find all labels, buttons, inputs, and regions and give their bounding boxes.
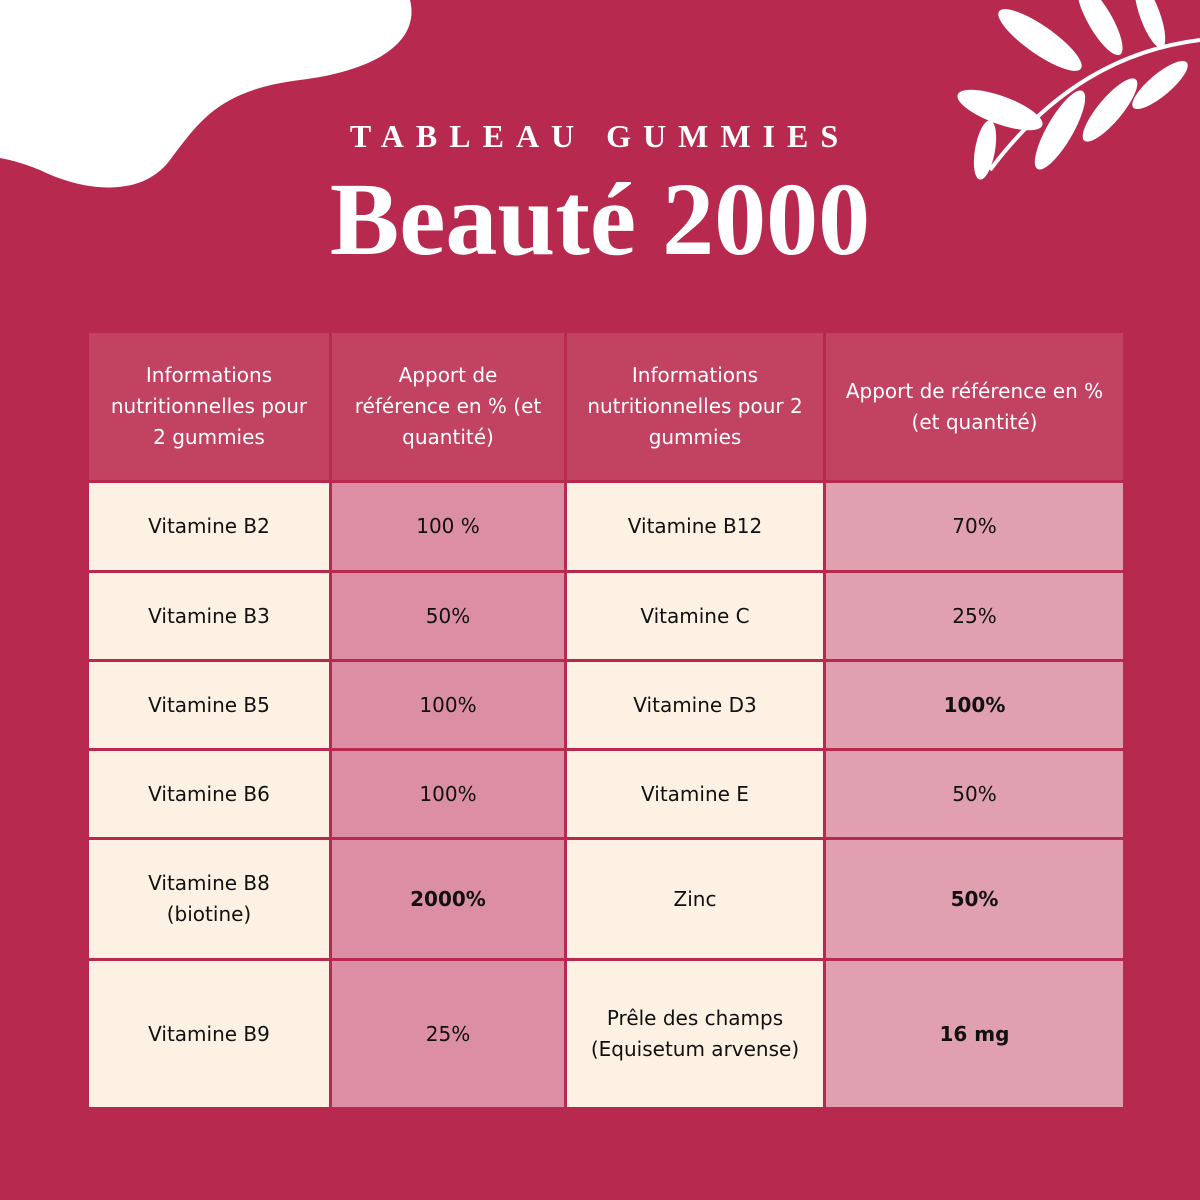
nutrient-cell: Vitamine B2 — [89, 483, 329, 570]
header-cell: Apport de référence en % (et quantité) — [332, 333, 564, 480]
nutrient-cell: Vitamine D3 — [567, 662, 823, 748]
nutrient-cell: Prêle des champs (Equisetum arvense) — [567, 961, 823, 1107]
value-cell: 70% — [826, 483, 1123, 570]
blob — [0, 0, 412, 188]
value-cell: 25% — [826, 573, 1123, 659]
value-cell: 2000% — [332, 840, 564, 958]
value-cell: 16 mg — [826, 961, 1123, 1107]
value-cell: 100 % — [332, 483, 564, 570]
header-cell: Informations nutritionnelles pour 2 gumm… — [567, 333, 823, 480]
nutrient-cell: Vitamine B6 — [89, 751, 329, 837]
decoration — [0, 0, 1200, 188]
value-cell: 50% — [332, 573, 564, 659]
kicker: TABLEAU GUMMIES — [349, 118, 851, 154]
nutrient-cell: Vitamine B9 — [89, 961, 329, 1107]
nutrient-cell: Zinc — [567, 840, 823, 958]
value-cell: 50% — [826, 840, 1123, 958]
nutrient-cell: Vitamine B8 (biotine) — [89, 840, 329, 958]
value-cell: 100% — [332, 662, 564, 748]
value-cell: 25% — [332, 961, 564, 1107]
nutrient-cell: Vitamine E — [567, 751, 823, 837]
nutrition-table: Informations nutritionnelles pour 2 gumm… — [89, 333, 1123, 1107]
nutrient-cell: Vitamine B3 — [89, 573, 329, 659]
nutrient-cell: Vitamine B12 — [567, 483, 823, 570]
header-cell: Informations nutritionnelles pour 2 gumm… — [89, 333, 329, 480]
value-cell: 100% — [332, 751, 564, 837]
title: Beauté 2000 — [329, 162, 871, 277]
header-cell: Apport de référence en % (et quantité) — [826, 333, 1123, 480]
nutrient-cell: Vitamine C — [567, 573, 823, 659]
value-cell: 50% — [826, 751, 1123, 837]
value-cell: 100% — [826, 662, 1123, 748]
leaves — [957, 0, 1200, 180]
nutrient-cell: Vitamine B5 — [89, 662, 329, 748]
